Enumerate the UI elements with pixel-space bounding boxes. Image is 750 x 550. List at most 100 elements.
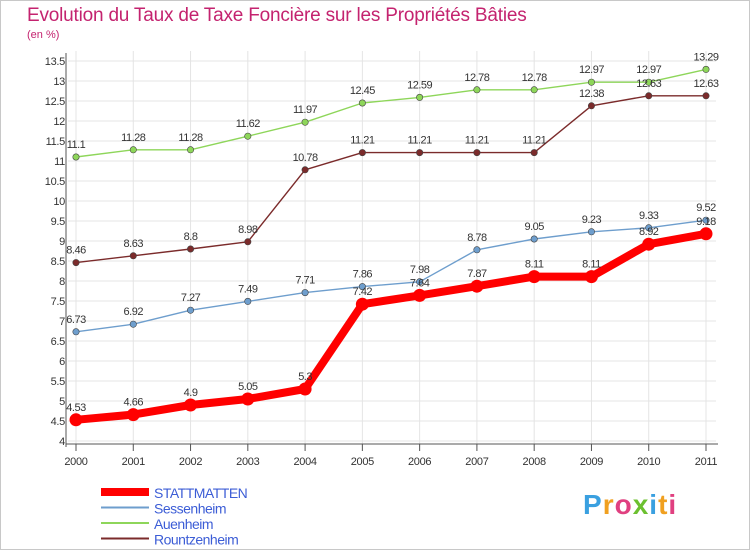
data-label: 11.28 <box>121 132 146 144</box>
y-tick-label: 4.5 <box>51 416 66 428</box>
data-label: 12.45 <box>350 85 375 97</box>
data-point <box>587 78 595 86</box>
x-tick-label: 2001 <box>122 456 145 468</box>
chart-title: Evolution du Taux de Taxe Foncière sur l… <box>27 5 527 26</box>
data-point <box>584 270 598 284</box>
data-label: 8.46 <box>66 245 86 257</box>
data-point <box>527 270 541 284</box>
data-point <box>473 149 481 157</box>
x-tick-label: 2009 <box>580 456 603 468</box>
data-label: 4.53 <box>66 402 86 414</box>
data-label: 8.78 <box>467 232 487 244</box>
data-label: 10.78 <box>293 152 318 164</box>
data-label: 6.92 <box>124 306 144 318</box>
y-tick-label: 5 <box>59 396 65 408</box>
data-point <box>702 216 710 224</box>
y-tick-label: 5.5 <box>51 376 66 388</box>
data-point <box>530 235 538 243</box>
data-point <box>244 132 252 140</box>
data-point <box>69 413 83 427</box>
series-line-stattmatten <box>72 229 710 424</box>
data-point <box>129 320 137 328</box>
data-label: 9.52 <box>696 202 716 214</box>
logo-letter: i <box>668 489 678 520</box>
data-point <box>244 297 252 305</box>
data-label: 13.29 <box>693 51 718 63</box>
data-label: 7.71 <box>295 275 315 287</box>
y-tick-label: 7 <box>59 316 65 328</box>
x-tick-label: 2006 <box>408 456 431 468</box>
data-point <box>470 279 484 293</box>
data-point <box>129 146 137 154</box>
data-label: 7.64 <box>410 277 430 289</box>
legend-label: STATTMATTEN <box>154 485 247 501</box>
data-label: 11.97 <box>293 104 318 116</box>
legend-label: Rountzenheim <box>154 532 238 548</box>
data-label: 12.38 <box>579 88 604 100</box>
data-point <box>298 382 312 396</box>
data-label: 12.63 <box>636 78 661 90</box>
logo-letter: r <box>602 489 615 520</box>
data-point <box>301 118 309 126</box>
data-label: 8.92 <box>639 226 659 238</box>
data-label: 6.73 <box>66 314 86 326</box>
data-point <box>530 86 538 94</box>
data-point <box>358 99 366 107</box>
data-point <box>416 149 424 157</box>
data-point <box>301 166 309 174</box>
x-tick-label: 2002 <box>179 456 202 468</box>
data-point <box>187 146 195 154</box>
x-tick-label: 2004 <box>293 456 316 468</box>
chart-subtitle: (en %) <box>27 29 60 41</box>
data-label: 12.59 <box>407 79 432 91</box>
data-point <box>129 252 137 260</box>
data-point <box>301 289 309 297</box>
y-tick-label: 9 <box>59 236 65 248</box>
data-label: 11.1 <box>67 139 86 151</box>
logo-letter: o <box>614 489 633 520</box>
data-label: 4.66 <box>124 397 144 409</box>
y-tick-label: 6.5 <box>51 336 66 348</box>
x-tick-label: 2005 <box>351 456 374 468</box>
data-label: 5.05 <box>238 381 258 393</box>
y-tick-label: 12 <box>53 116 65 128</box>
data-point <box>241 392 255 406</box>
data-label: 7.42 <box>353 286 373 298</box>
data-label: 11.21 <box>522 135 547 147</box>
logo-letter: t <box>658 489 669 520</box>
data-point <box>699 227 713 241</box>
data-label: 9.05 <box>524 221 544 233</box>
data-label: 12.78 <box>522 72 547 84</box>
data-label: 12.97 <box>636 64 661 76</box>
logo-letter: i <box>649 489 659 520</box>
series-line-sessenheim <box>75 219 707 333</box>
data-label: 8.98 <box>238 224 258 236</box>
y-tick-label: 11.5 <box>46 136 66 148</box>
data-point <box>72 259 80 267</box>
data-label: 7.49 <box>238 283 258 295</box>
series-line-rountzenheim <box>75 95 707 264</box>
data-label: 12.63 <box>693 78 718 90</box>
y-tick-label: 8.5 <box>51 256 66 268</box>
data-point <box>702 65 710 73</box>
y-tick-label: 10.5 <box>45 176 65 188</box>
legend-label: Auenheim <box>154 516 213 532</box>
y-tick-label: 13 <box>53 76 65 88</box>
data-label: 12.97 <box>579 64 604 76</box>
data-point <box>473 246 481 254</box>
data-point <box>587 102 595 110</box>
data-point <box>645 224 653 232</box>
data-point <box>473 86 481 94</box>
data-label: 7.98 <box>410 264 430 276</box>
data-label: 11.28 <box>178 132 203 144</box>
y-tick-label: 13.5 <box>45 56 65 68</box>
data-point <box>416 93 424 101</box>
data-point <box>355 297 369 311</box>
data-label: 7.27 <box>181 292 201 304</box>
data-label: 7.86 <box>353 269 373 281</box>
x-tick-label: 2010 <box>637 456 660 468</box>
y-tick-label: 7.5 <box>51 296 66 308</box>
x-tick-label: 2000 <box>64 456 87 468</box>
data-point <box>358 149 366 157</box>
